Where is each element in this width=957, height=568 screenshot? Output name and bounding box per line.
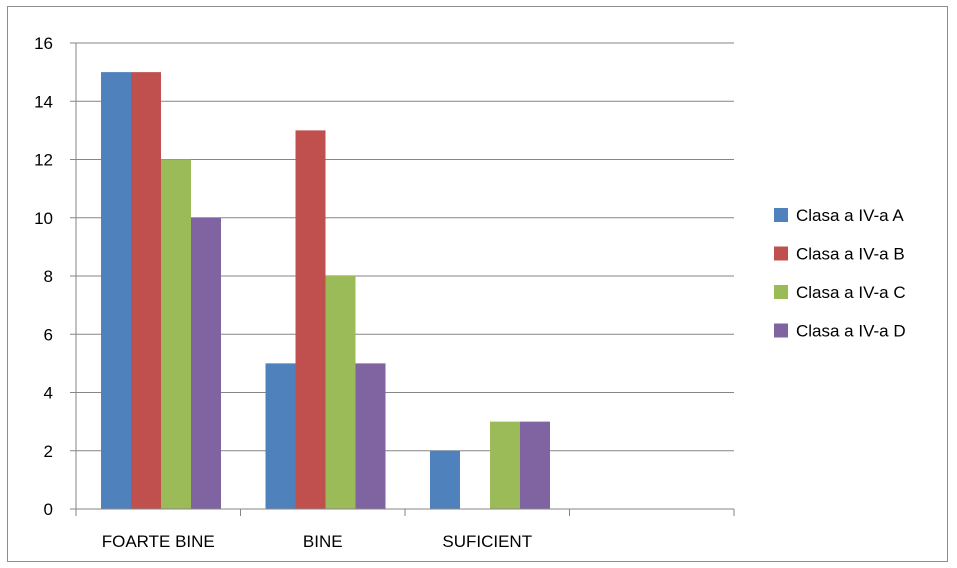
- legend-label: Clasa a IV-a D: [796, 322, 906, 341]
- bar: [325, 276, 356, 509]
- y-tick-label: 6: [44, 325, 53, 344]
- x-tick-label: FOARTE BINE: [102, 532, 215, 551]
- y-tick-label: 16: [34, 34, 53, 53]
- y-tick-label: 8: [44, 267, 53, 286]
- legend-label: Clasa a IV-a B: [796, 245, 905, 264]
- bar: [191, 217, 221, 509]
- y-tick-label: 10: [34, 209, 53, 228]
- bar: [355, 363, 386, 509]
- bar: [520, 421, 550, 509]
- bar: [161, 159, 191, 509]
- bar: [265, 363, 296, 509]
- y-tick-label: 14: [34, 92, 53, 111]
- legend-label: Clasa a IV-a A: [796, 206, 904, 225]
- bar: [101, 72, 131, 509]
- legend-swatch: [774, 285, 788, 299]
- y-tick-label: 4: [44, 384, 53, 403]
- y-tick-label: 2: [44, 442, 53, 461]
- axes: 0 2 4 6 8 10 12 14 16 FOARTE BINE BINE SUFICIENT: [34, 34, 735, 551]
- legend-swatch: [774, 246, 788, 261]
- chart-frame: 0 2 4 6 8 10 12 14 16 FOARTE BINE BINE SUFICIENT Cl…: [7, 6, 948, 562]
- x-tick-label: SUFICIENT: [442, 532, 532, 551]
- bars: [101, 72, 550, 509]
- bar: [295, 130, 326, 509]
- y-tick-label: 0: [44, 500, 53, 519]
- legend-swatch: [774, 208, 788, 222]
- bar: [430, 450, 460, 509]
- legend: Clasa a IV-a A Clasa a IV-a B Clasa a IV-a…: [774, 206, 906, 341]
- bar-chart: 0 2 4 6 8 10 12 14 16 FOARTE BINE BINE SUFICIENT Cl…: [34, 34, 906, 551]
- legend-swatch: [774, 323, 788, 338]
- x-tick-label: BINE: [303, 532, 343, 551]
- bar: [131, 72, 161, 509]
- y-tick-label: 12: [34, 151, 53, 170]
- bar: [490, 421, 520, 509]
- legend-label: Clasa a IV-a C: [796, 283, 906, 302]
